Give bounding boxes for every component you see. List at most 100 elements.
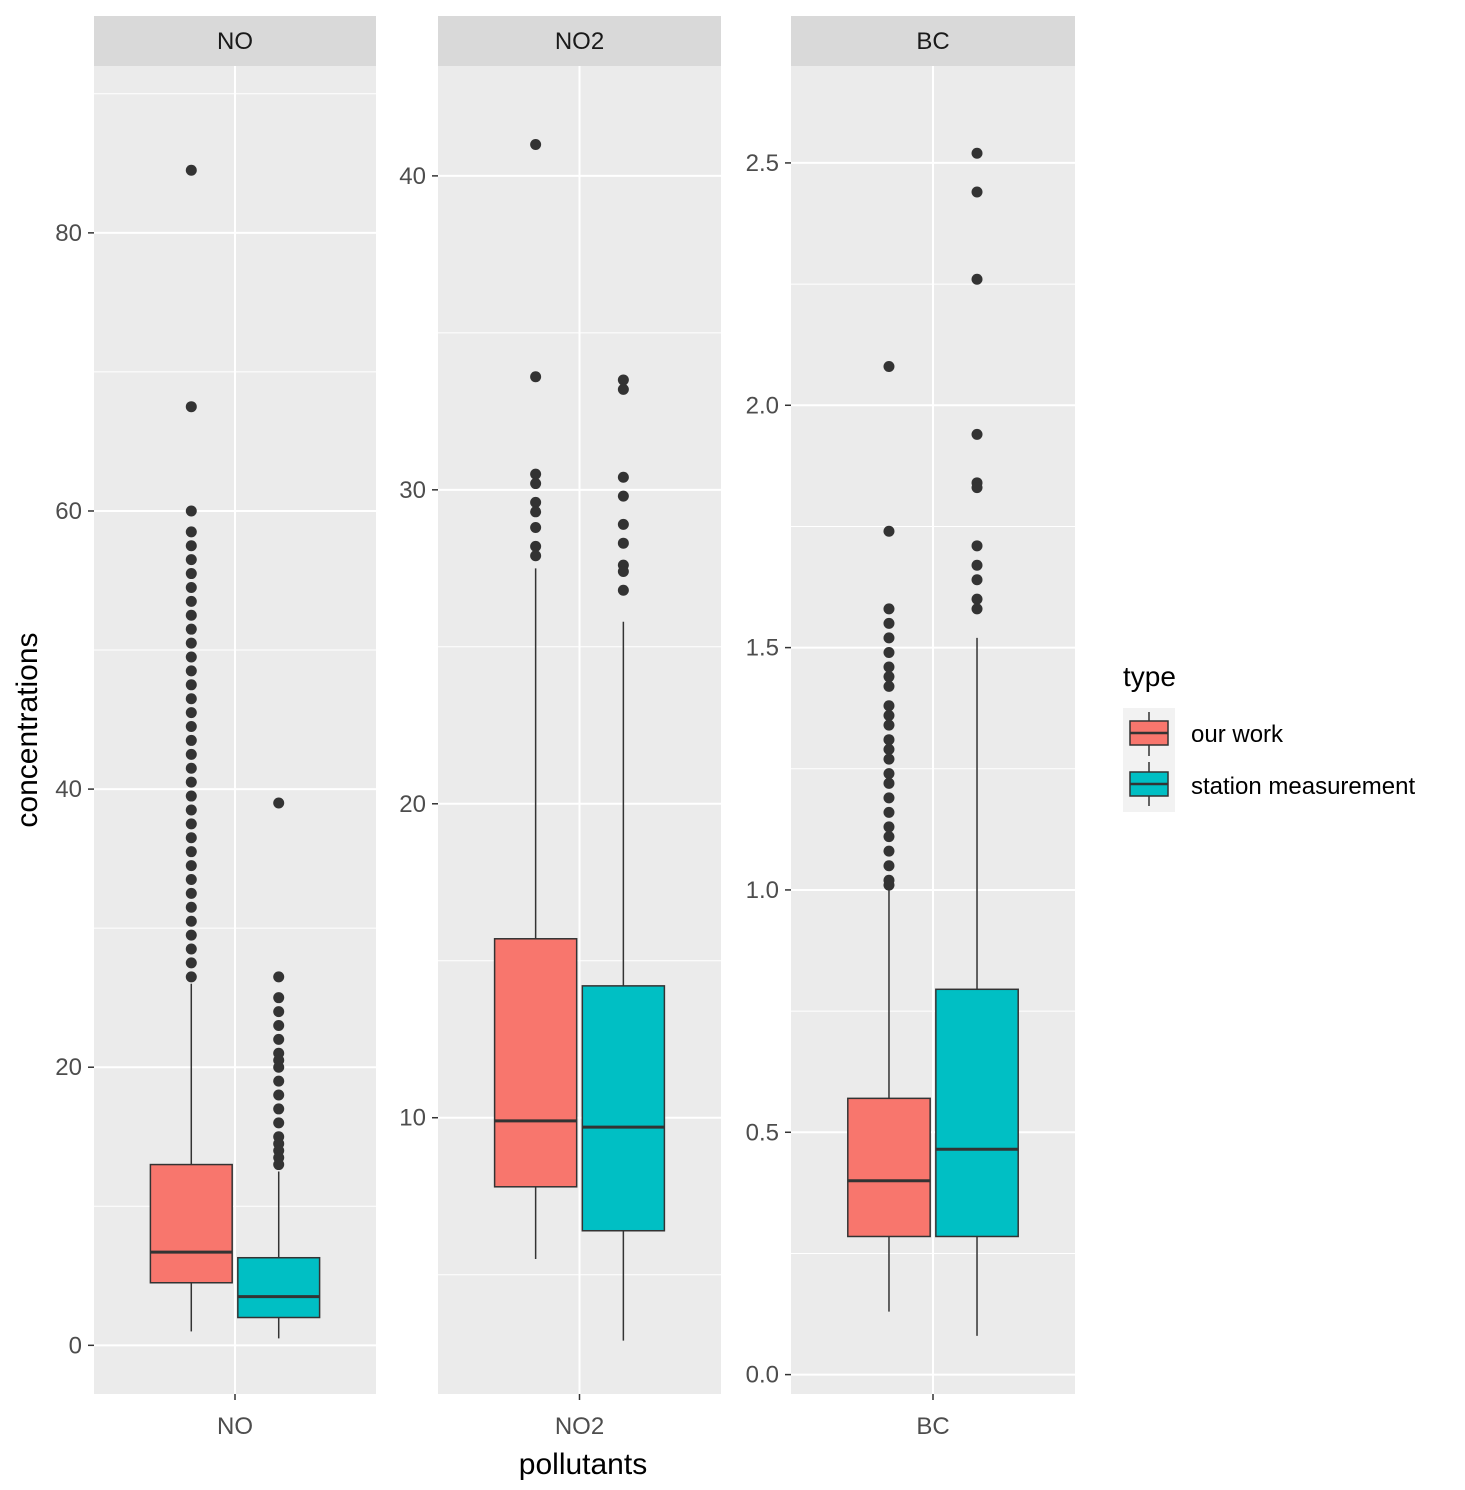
outlier-point [273, 797, 285, 809]
outlier-point [617, 490, 629, 502]
outlier-point [883, 617, 895, 629]
outlier-point [273, 1033, 285, 1045]
y-tick-label: 0.5 [746, 1119, 779, 1146]
box-iqr [493, 938, 578, 1188]
box-iqr [237, 1256, 321, 1319]
legend: type our work station measurement [1123, 661, 1415, 812]
outlier-point [883, 525, 895, 537]
box-station-measurement [581, 374, 666, 1341]
outlier-point [883, 753, 895, 765]
outlier-point [185, 707, 197, 719]
outlier-point [273, 1006, 285, 1018]
y-axis-title: concentrations [11, 632, 44, 827]
outlier-point [185, 873, 197, 885]
outlier-point [185, 721, 197, 733]
outlier-point [185, 526, 197, 538]
outlier-point [185, 164, 197, 176]
strip-background [791, 16, 1075, 66]
outlier-point [971, 593, 983, 605]
box-iqr [935, 988, 1019, 1238]
outlier-point [883, 879, 895, 891]
outlier-point [185, 915, 197, 927]
y-tick-label: 2.0 [746, 392, 779, 419]
strip-background [438, 16, 721, 66]
outlier-point [185, 762, 197, 774]
outlier-point [530, 468, 542, 480]
outlier-point [273, 1019, 285, 1031]
outlier-point [185, 860, 197, 872]
legend-key-our-work [1123, 708, 1175, 760]
outlier-point [185, 623, 197, 635]
outlier-point [971, 273, 983, 285]
box-our-work [847, 360, 931, 1312]
y-tick-label: 1.5 [746, 635, 779, 662]
box-iqr [847, 1097, 931, 1238]
y-tick-label: 20 [399, 791, 426, 818]
outlier-point [185, 901, 197, 913]
outlier-point [971, 428, 983, 440]
x-tick-label: BC [916, 1413, 949, 1440]
outlier-point [185, 846, 197, 858]
panel-bc: BC 0.0 0.5 1.0 1.5 2.0 2.5 BC [746, 16, 1075, 1440]
outlier-point [971, 540, 983, 552]
outlier-point [273, 1159, 285, 1171]
outlier-point [617, 518, 629, 530]
outlier-point [530, 506, 542, 518]
y-tick-label: 80 [55, 220, 82, 247]
outlier-point [883, 671, 895, 683]
outlier-point [883, 360, 895, 372]
box-iqr [149, 1163, 233, 1284]
x-tick-label: NO [217, 1413, 253, 1440]
outlier-point [530, 540, 542, 552]
outlier-point [971, 574, 983, 586]
y-tick-label: 40 [55, 776, 82, 803]
box-station-measurement [237, 797, 321, 1339]
outlier-point [883, 806, 895, 818]
outlier-point [530, 550, 542, 562]
outlier-point [530, 478, 542, 490]
box-our-work [149, 164, 233, 1332]
box-iqr [581, 985, 666, 1232]
outlier-point [185, 818, 197, 830]
strip-label: NO [217, 28, 253, 55]
outlier-point [883, 661, 895, 673]
outlier-point [185, 568, 197, 580]
x-axis-title: pollutants [519, 1448, 647, 1481]
outlier-point [185, 554, 197, 566]
outlier-point [883, 709, 895, 721]
y-tick-label: 0.0 [746, 1362, 779, 1389]
outlier-point [185, 790, 197, 802]
outlier-point [530, 138, 542, 150]
outlier-point [185, 637, 197, 649]
outlier-point [273, 971, 285, 983]
panel-no2: NO2 10 20 30 40 NO2 [399, 16, 721, 1440]
legend-key-station-measurement [1123, 760, 1175, 812]
outlier-point [617, 584, 629, 596]
outlier-point [185, 734, 197, 746]
outlier-point [883, 860, 895, 872]
x-tick-label: NO2 [555, 1413, 604, 1440]
strip-label: NO2 [555, 28, 604, 55]
outlier-point [883, 603, 895, 615]
outlier-point [883, 680, 895, 692]
outlier-point [185, 943, 197, 955]
outlier-point [185, 505, 197, 517]
outlier-point [617, 374, 629, 386]
outlier-point [883, 632, 895, 644]
outlier-point [883, 743, 895, 755]
outlier-point [185, 957, 197, 969]
outlier-point [971, 186, 983, 198]
outlier-point [971, 559, 983, 571]
outlier-point [617, 471, 629, 483]
box-our-work [493, 138, 578, 1260]
y-tick-label: 10 [399, 1105, 426, 1132]
outlier-point [883, 768, 895, 780]
outlier-point [185, 693, 197, 705]
outlier-point [273, 992, 285, 1004]
outlier-point [883, 831, 895, 843]
outlier-point [185, 776, 197, 788]
outlier-point [971, 482, 983, 494]
panel-no: NO 0 20 40 60 80 NO [55, 16, 376, 1440]
panels-layer: NO 0 20 40 60 80 NO NO2 10 20 30 40 NO2 BC 0.0 0.5 1.0 1.… [55, 16, 1075, 1440]
outlier-point [883, 777, 895, 789]
